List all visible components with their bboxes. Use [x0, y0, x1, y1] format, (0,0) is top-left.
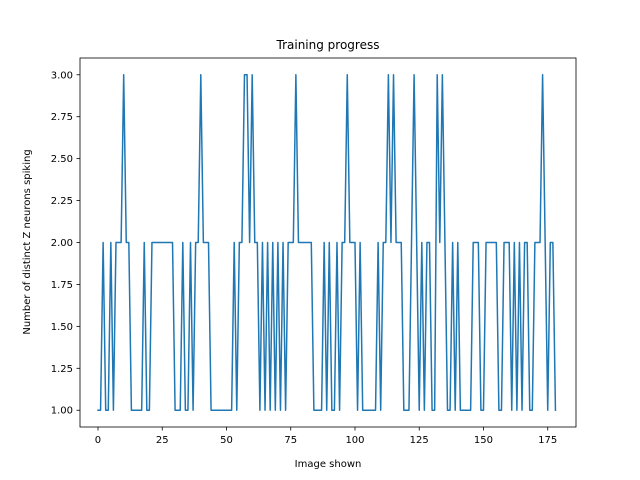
y-tick-label: 1.00 — [51, 406, 73, 417]
y-tick-label: 3.00 — [51, 70, 73, 81]
x-tick-label: 75 — [284, 435, 297, 446]
x-tick-label: 125 — [410, 435, 429, 446]
x-axis-label: Image shown — [295, 459, 362, 470]
y-tick-label: 2.50 — [51, 154, 73, 165]
series-line-0 — [97, 74, 557, 411]
x-tick-label: 175 — [538, 435, 557, 446]
y-tick-label: 1.50 — [51, 322, 73, 333]
y-axis-label: Number of distinct Z neurons spiking — [22, 149, 33, 334]
x-tick-label: 25 — [156, 435, 169, 446]
y-tick-label: 2.75 — [51, 112, 73, 123]
y-tick-label: 1.75 — [51, 280, 73, 291]
chart-title: Training progress — [276, 38, 380, 52]
x-tick-label: 100 — [345, 435, 364, 446]
x-axis-ticks: 0 25 50 75 100 125 150 175 — [95, 427, 557, 446]
y-tick-label: 2.25 — [51, 196, 73, 207]
x-tick-label: 150 — [474, 435, 493, 446]
y-tick-label: 2.00 — [51, 238, 73, 249]
x-tick-label: 0 — [95, 435, 101, 446]
x-tick-label: 50 — [220, 435, 233, 446]
y-axis-ticks: 1.00 1.25 1.50 1.75 2.00 2.25 2.50 2.75 3.00 — [51, 70, 80, 417]
y-tick-label: 1.25 — [51, 364, 73, 375]
plot-area — [97, 74, 557, 411]
